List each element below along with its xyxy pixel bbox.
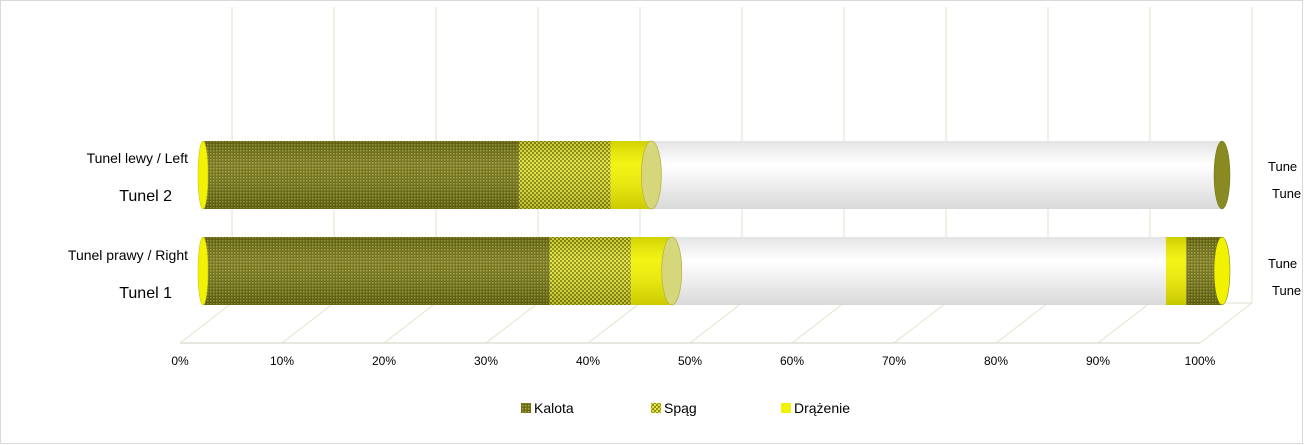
x-tick-label: 90% bbox=[1086, 354, 1110, 368]
bar-end-cap bbox=[1213, 140, 1231, 210]
floor-gridline-7 bbox=[893, 302, 947, 344]
bar-start-cap bbox=[197, 140, 209, 210]
x-tick-label: 80% bbox=[984, 354, 1008, 368]
bar-end-cap bbox=[1213, 236, 1231, 306]
floor-gridline-3 bbox=[485, 302, 539, 344]
x-tick-label: 100% bbox=[1185, 354, 1216, 368]
legend-label: Spąg bbox=[664, 400, 697, 416]
category-label-right: Tune bbox=[1268, 256, 1297, 271]
x-tick-label: 50% bbox=[678, 354, 702, 368]
category-label: Tunel lewy / Left bbox=[87, 150, 189, 166]
bar-start-cap bbox=[197, 236, 209, 306]
legend: Kalota Spąg Drążenie bbox=[521, 400, 850, 416]
x-tick-label: 30% bbox=[474, 354, 498, 368]
floor-gridline-4 bbox=[587, 302, 641, 344]
x-tick-label: 0% bbox=[171, 354, 189, 368]
floor-gridline-8 bbox=[995, 302, 1049, 344]
bar-tunel-2 bbox=[197, 140, 1231, 210]
floor-gridline-6 bbox=[791, 302, 845, 344]
legend-item-dr-enie: Drążenie bbox=[781, 400, 850, 416]
legend-item-kalota: Kalota bbox=[521, 400, 574, 416]
x-tick-label: 60% bbox=[780, 354, 804, 368]
bar-tunel-1 bbox=[197, 236, 1231, 306]
legend-label: Drążenie bbox=[794, 400, 850, 416]
category-label-right: Tune bbox=[1268, 159, 1297, 174]
category-sublabel-right: Tune bbox=[1272, 186, 1301, 201]
category-label: Tunel prawy / Right bbox=[68, 247, 188, 263]
floor-gridline-0 bbox=[179, 302, 233, 344]
filled-end-cap bbox=[661, 236, 683, 306]
floor-gridline-9 bbox=[1097, 302, 1151, 344]
floor-gridline-1 bbox=[281, 302, 335, 344]
filled-end-cap bbox=[640, 140, 662, 210]
floor-gridline-2 bbox=[383, 302, 437, 344]
category-sublabel: Tunel 2 bbox=[119, 188, 172, 205]
x-tick-label: 40% bbox=[576, 354, 600, 368]
floor-gridline-5 bbox=[689, 302, 743, 344]
floor-gridline-10 bbox=[1199, 302, 1253, 344]
x-tick-labels: 0% 10% 20% 30% 40% 50% 60% 70% 80% 90% 100% bbox=[171, 354, 1215, 368]
x-tick-label: 10% bbox=[270, 354, 294, 368]
legend-swatch bbox=[781, 403, 791, 413]
category-labels: Tunel prawy / Right Tunel 1 Tune Tune Tunel … bbox=[68, 150, 1301, 302]
legend-swatch bbox=[521, 403, 531, 413]
legend-swatch bbox=[651, 403, 661, 413]
legend-label: Kalota bbox=[534, 400, 574, 416]
x-tick-label: 70% bbox=[882, 354, 906, 368]
category-sublabel: Tunel 1 bbox=[119, 285, 172, 302]
category-sublabel-right: Tune bbox=[1272, 283, 1301, 298]
legend-item-sp-g: Spąg bbox=[651, 400, 697, 416]
bars-layer bbox=[197, 140, 1231, 306]
x-tick-label: 20% bbox=[372, 354, 396, 368]
